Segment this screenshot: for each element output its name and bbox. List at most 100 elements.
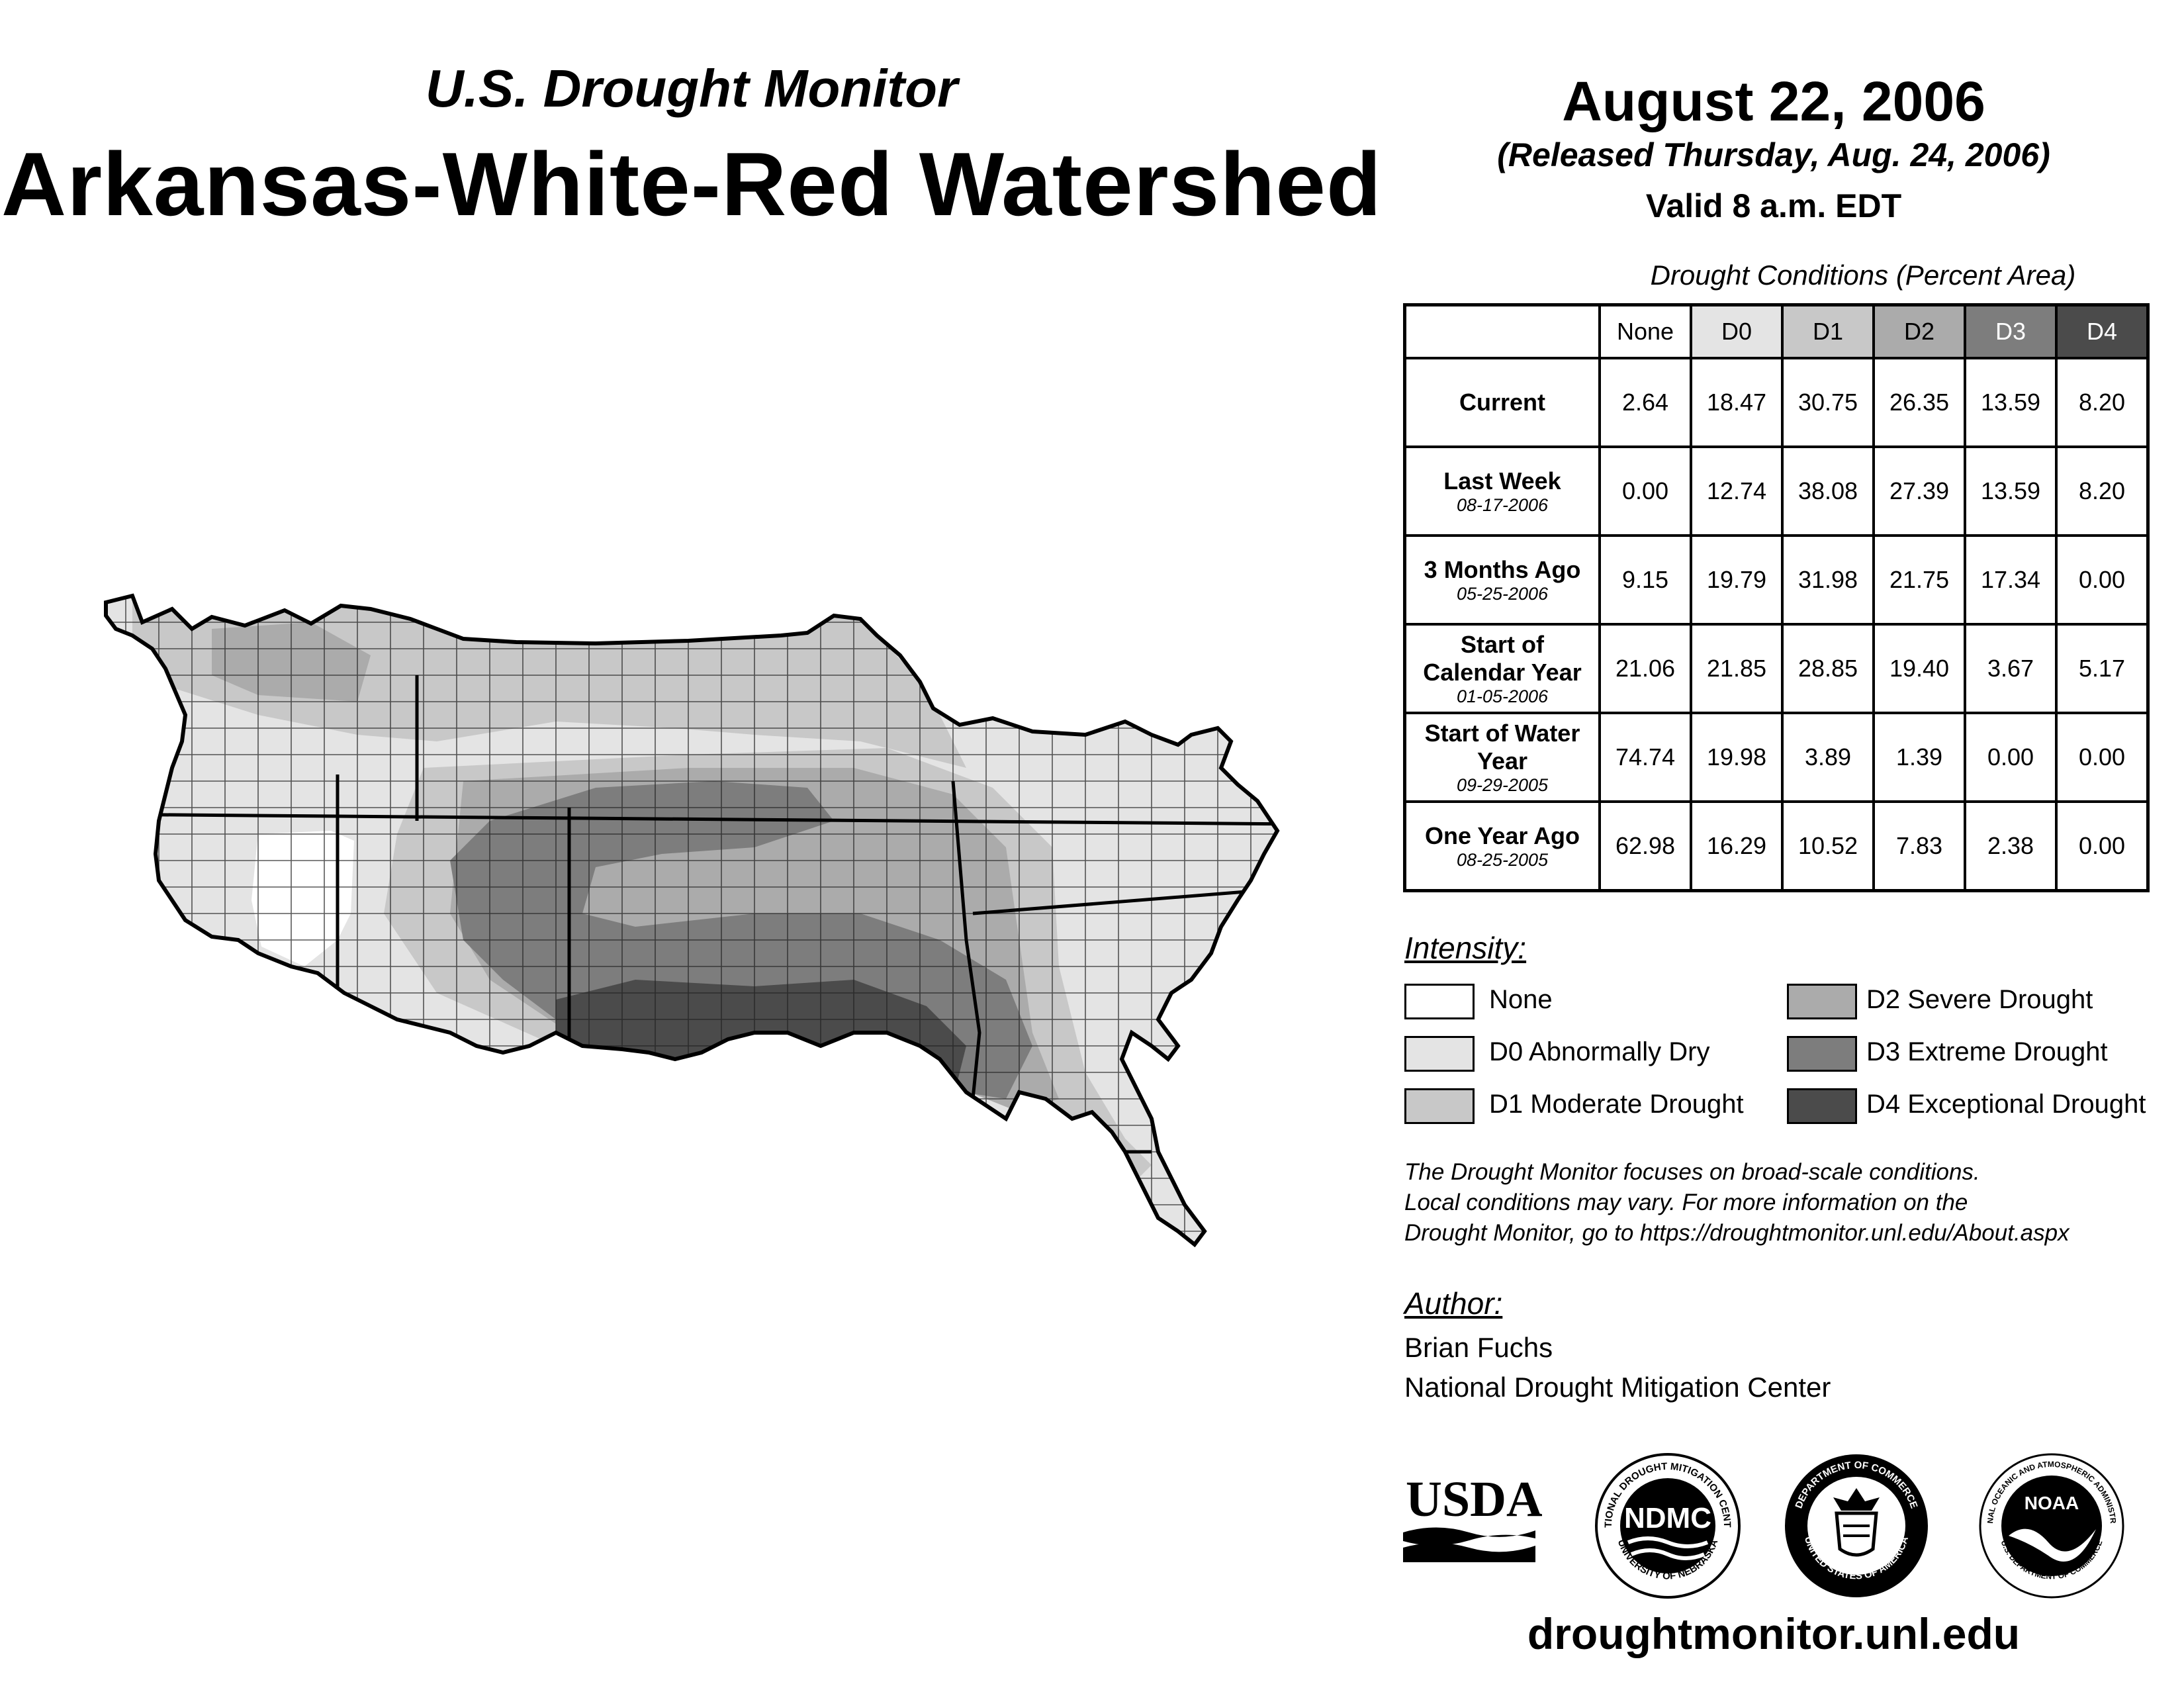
- cell: 16.29: [1690, 800, 1784, 892]
- cell: 21.06: [1598, 623, 1692, 714]
- eagle-icon: [1833, 1488, 1880, 1511]
- row-label: Start of Calendar Year 01-05-2006: [1403, 623, 1601, 714]
- cell: 2.38: [1964, 800, 2058, 892]
- cell: 38.08: [1781, 445, 1875, 537]
- ndmc-text: NDMC: [1624, 1502, 1711, 1534]
- table-caption: Drought Conditions (Percent Area): [1650, 259, 2076, 291]
- legend-label-d4: D4 Exceptional Drought: [1866, 1090, 2146, 1119]
- legend-swatch-d4: [1787, 1088, 1857, 1124]
- row-label: One Year Ago 08-25-2005: [1403, 800, 1601, 892]
- col-d3: D3: [1964, 303, 2058, 359]
- cell: 7.83: [1872, 800, 1966, 892]
- cell: 2.64: [1598, 357, 1692, 448]
- footer-url[interactable]: droughtmonitor.unl.edu: [1527, 1609, 2021, 1658]
- row-date: 09-29-2005: [1456, 775, 1549, 795]
- legend-swatch-none: [1404, 984, 1475, 1019]
- row-title: Current: [1459, 389, 1545, 416]
- row-date: 08-17-2006: [1456, 495, 1549, 515]
- row-date: 01-05-2006: [1456, 686, 1549, 706]
- cell: 8.20: [2055, 357, 2150, 448]
- row-label: 3 Months Ago 05-25-2006: [1403, 534, 1601, 626]
- row-title: Start of Calendar Year: [1423, 631, 1582, 686]
- legend-label-d2: D2 Severe Drought: [1866, 985, 2093, 1014]
- cell: 27.39: [1872, 445, 1966, 537]
- legend-swatch-d1: [1404, 1088, 1475, 1124]
- cell: 21.85: [1690, 623, 1784, 714]
- col-d0: D0: [1690, 303, 1784, 359]
- cell: 8.20: [2055, 445, 2150, 537]
- author-name: Brian Fuchs: [1404, 1332, 1553, 1363]
- legend-swatch-d2: [1787, 984, 1857, 1019]
- shield-icon: [1835, 1511, 1878, 1557]
- table-row-3-months-ago: 3 Months Ago 05-25-2006 9.15 19.79 31.98 …: [1403, 534, 2150, 626]
- table-row-one-year-ago: One Year Ago 08-25-2005 62.98 16.29 10.52…: [1403, 800, 2150, 892]
- table-row-current: Current 2.64 18.47 30.75 26.35 13.59 8.2…: [1403, 357, 2150, 448]
- col-d1: D1: [1781, 303, 1875, 359]
- bird-icon: [2009, 1528, 2096, 1562]
- author-title: Author:: [1404, 1286, 1503, 1321]
- legend-label-d0: D0 Abnormally Dry: [1489, 1037, 1710, 1066]
- cell: 5.17: [2055, 623, 2150, 714]
- row-title: Last Week: [1443, 467, 1561, 494]
- note-line: Drought Monitor, go to https://droughtmo…: [1404, 1220, 2070, 1246]
- valid-time: Valid 8 a.m. EDT: [1645, 187, 1902, 224]
- cell: 12.74: [1690, 445, 1784, 537]
- cell: 19.40: [1872, 623, 1966, 714]
- note-line: The Drought Monitor focuses on broad-sca…: [1404, 1159, 1980, 1185]
- table-row-start-of-calendar-year: Start of Calendar Year 01-05-2006 21.06 2…: [1403, 623, 2150, 714]
- row-date: 05-25-2006: [1456, 584, 1549, 604]
- row-date: 08-25-2005: [1456, 850, 1549, 870]
- cell: 21.75: [1872, 534, 1966, 626]
- cell: 10.52: [1781, 800, 1875, 892]
- legend-label-d1: D1 Moderate Drought: [1489, 1090, 1744, 1119]
- row-label: Start of Water Year 09-29-2005: [1403, 712, 1601, 803]
- legend-label-d3: D3 Extreme Drought: [1866, 1037, 2108, 1066]
- map-title: Arkansas-White-Red Watershed: [1, 134, 1383, 234]
- cell: 1.39: [1872, 712, 1966, 803]
- row-title: Start of Water Year: [1424, 720, 1580, 774]
- drought-map: [93, 569, 1304, 1350]
- legend-title: Intensity:: [1404, 931, 1527, 965]
- row-title: One Year Ago: [1424, 822, 1580, 849]
- cell: 30.75: [1781, 357, 1875, 448]
- cell: 0.00: [1598, 445, 1692, 537]
- ndmc-logo: NATIONAL DROUGHT MITIGATION CENTER UNIVE…: [1592, 1450, 1741, 1599]
- drought-stats-table: None D0 D1 D2 D3 D4 Current 2.64 18.47 3…: [1403, 303, 2150, 892]
- doc-seal-logo: DEPARTMENT OF COMMERCE UNITED STATES OF …: [1785, 1454, 1928, 1597]
- col-d2: D2: [1872, 303, 1966, 359]
- cell: 13.59: [1964, 445, 2058, 537]
- cell: 0.00: [2055, 534, 2150, 626]
- cell: 19.98: [1690, 712, 1784, 803]
- table-corner: [1404, 305, 1601, 359]
- map-date: August 22, 2006: [1562, 70, 1985, 132]
- cell: 18.47: [1690, 357, 1784, 448]
- cell: 0.00: [2055, 800, 2150, 892]
- cell: 3.67: [1964, 623, 2058, 714]
- cell: 28.85: [1781, 623, 1875, 714]
- cell: 17.34: [1964, 534, 2058, 626]
- note-line: Local conditions may vary. For more info…: [1404, 1190, 1968, 1215]
- cell: 74.74: [1598, 712, 1692, 803]
- col-d4: D4: [2055, 303, 2150, 359]
- noaa-logo: NATIONAL OCEANIC AND ATMOSPHERIC ADMINIS…: [1976, 1450, 2124, 1599]
- usda-logo: USDA: [1403, 1472, 1542, 1562]
- cell: 26.35: [1872, 357, 1966, 448]
- table-row-start-of-water-year: Start of Water Year 09-29-2005 74.74 19.9…: [1403, 712, 2150, 803]
- row-label: Last Week 08-17-2006: [1403, 445, 1601, 537]
- row-title: 3 Months Ago: [1424, 556, 1581, 583]
- cell: 0.00: [1964, 712, 2058, 803]
- cell: 9.15: [1598, 534, 1692, 626]
- cell: 3.89: [1781, 712, 1875, 803]
- legend-swatch-d0: [1404, 1036, 1475, 1072]
- legend-swatch-d3: [1787, 1036, 1857, 1072]
- table-row-last-week: Last Week 08-17-2006 0.00 12.74 38.08 27.…: [1403, 445, 2150, 537]
- release-date: (Released Thursday, Aug. 24, 2006): [1497, 136, 2050, 173]
- legend-label-none: None: [1489, 985, 1553, 1014]
- cell: 13.59: [1964, 357, 2058, 448]
- usda-text: USDA: [1406, 1472, 1542, 1527]
- cell: 0.00: [2055, 712, 2150, 803]
- map-subtitle: U.S. Drought Monitor: [425, 59, 958, 118]
- table-header-row: None D0 D1 D2 D3 D4: [1404, 303, 2150, 359]
- disclaimer-note: The Drought Monitor focuses on broad-sca…: [1404, 1157, 2070, 1248]
- noaa-text: NOAA: [2025, 1493, 2079, 1513]
